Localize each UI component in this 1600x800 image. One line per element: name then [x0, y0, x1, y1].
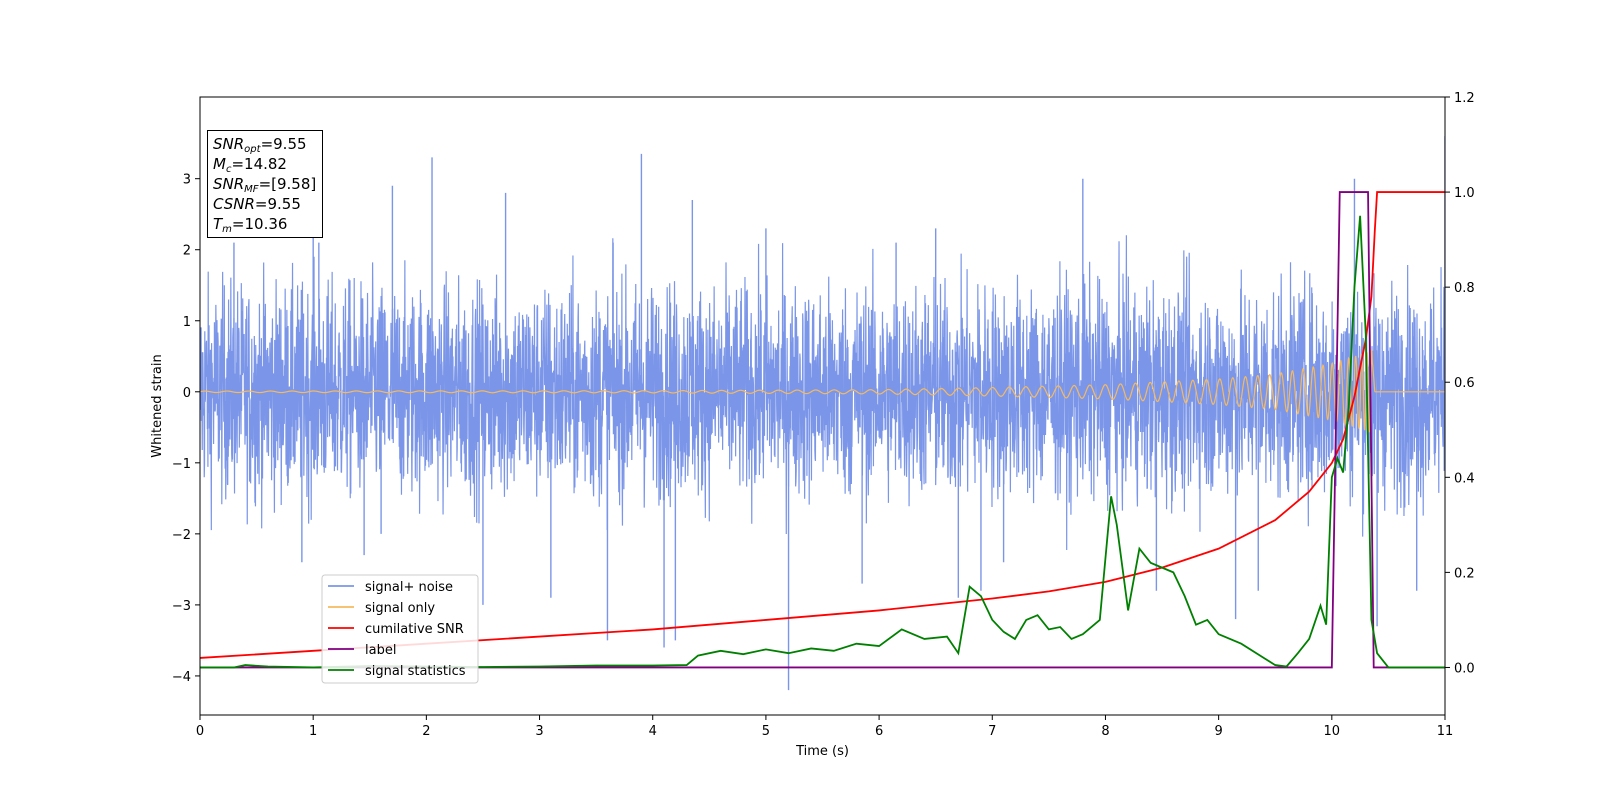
snr-opt-value: =9.55	[260, 135, 307, 153]
legend-label: cumilative SNR	[365, 622, 464, 637]
x-tick-label: 4	[649, 724, 657, 739]
snr-mf-row: SNRMF=[9.58]	[213, 175, 317, 195]
x-tick-label: 8	[1101, 724, 1109, 739]
y-right-tick-label: 0.0	[1454, 661, 1475, 676]
x-tick-label: 10	[1324, 724, 1341, 739]
legend-box	[321, 574, 479, 684]
legend-label: label	[365, 643, 396, 658]
axes: 0 1 2 3 4 5 6 7 8 9 10 113210−1−2−3−41.21.00.80.60.…	[150, 91, 1475, 759]
y-left-tick-label: 1	[183, 315, 191, 330]
x-tick-label: 11	[1437, 724, 1454, 739]
y-left-tick-label: −3	[172, 599, 191, 614]
x-axis-label: Time (s)	[795, 744, 849, 759]
x-tick-label: 6	[875, 724, 883, 739]
tm-value: =10.36	[231, 215, 288, 233]
stats-annotation-box: SNRopt=9.55 Mc=14.82 SNRMF=[9.58] CSNR=9…	[207, 130, 324, 238]
legend: signal+ noise signal only cumilative SNR la…	[321, 574, 479, 684]
csnr-value: =9.55	[254, 195, 301, 213]
y-right-tick-label: 0.4	[1454, 471, 1475, 486]
y-left-tick-label: −2	[172, 528, 191, 543]
snr-opt-row: SNRopt=9.55	[213, 135, 307, 155]
y-right-tick-label: 0.8	[1454, 281, 1475, 296]
y-right-tick-label: 0.6	[1454, 376, 1475, 391]
x-tick-label: 1	[309, 724, 317, 739]
x-tick-label: 7	[988, 724, 996, 739]
y-left-tick-label: 2	[183, 244, 191, 259]
csnr-row: CSNR=9.55	[213, 195, 301, 213]
y-axis-label: Whitened strain	[150, 354, 165, 457]
legend-label: signal+ noise	[365, 580, 453, 595]
x-tick-label: 5	[762, 724, 770, 739]
plot-area	[200, 136, 1445, 691]
y-left-tick-label: 3	[183, 173, 191, 188]
y-left-tick-label: −1	[172, 457, 191, 472]
tm-row: Tm=10.36	[213, 215, 288, 235]
mc-row: Mc=14.82	[213, 155, 287, 175]
legend-label: signal only	[365, 601, 435, 616]
y-left-tick-label: −4	[172, 670, 191, 685]
y-right-tick-label: 1.0	[1454, 186, 1475, 201]
x-tick-label: 0	[196, 724, 204, 739]
series-signal-only	[200, 349, 1445, 433]
y-right-tick-label: 0.2	[1454, 566, 1475, 581]
snr-mf-value: =[9.58]	[258, 175, 317, 193]
legend-label: signal statistics	[365, 664, 466, 679]
y-right-tick-label: 1.2	[1454, 91, 1475, 106]
series-label	[200, 191, 1445, 669]
series-cumulative-snr	[200, 191, 1445, 659]
mc-value: =14.82	[231, 155, 287, 173]
series-signal-statistics	[200, 215, 1445, 669]
x-tick-label: 3	[535, 724, 543, 739]
x-tick-label: 2	[422, 724, 430, 739]
y-left-tick-label: 0	[183, 386, 191, 401]
x-tick-label: 9	[1214, 724, 1222, 739]
axes-frame	[199, 96, 1446, 716]
series-signal-noise	[200, 235, 1445, 551]
